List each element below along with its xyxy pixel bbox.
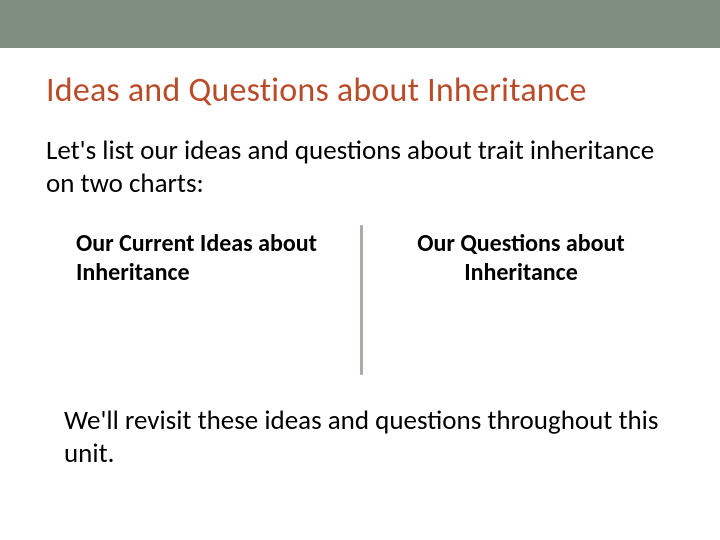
chart-right-heading: Our Questions about Inheritance [398, 229, 644, 288]
footer-text: We'll revisit these ideas and questions … [0, 381, 720, 471]
chart-left-column: Our Current Ideas about Inheritance [46, 229, 360, 381]
chart-left-heading: Our Current Ideas about Inheritance [76, 229, 322, 288]
chart-right-column: Our Questions about Inheritance [360, 229, 674, 381]
top-bar [0, 0, 720, 48]
slide-title: Ideas and Questions about Inheritance [0, 48, 720, 111]
vertical-divider [360, 225, 363, 375]
charts-container: Our Current Ideas about Inheritance Our … [0, 201, 720, 381]
intro-text: Let's list our ideas and questions about… [0, 111, 720, 201]
